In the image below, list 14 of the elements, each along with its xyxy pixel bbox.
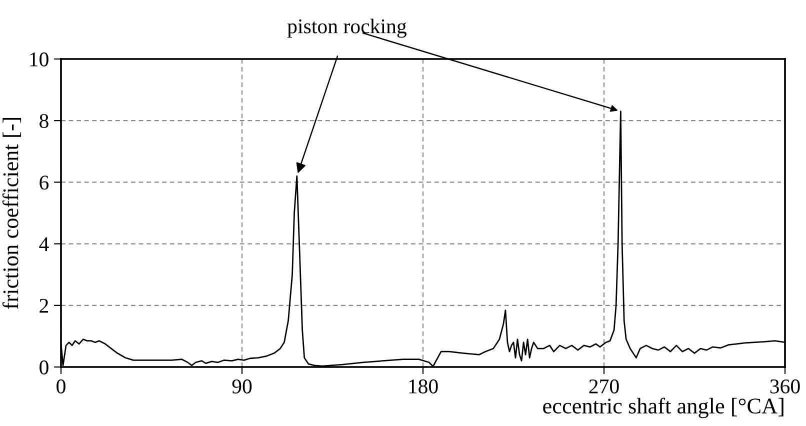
y-tick-label: 8 — [40, 114, 48, 128]
x-tick-label: 90 — [232, 379, 252, 394]
x-tick-label: 180 — [409, 379, 438, 394]
annotation: piston rocking — [287, 18, 406, 38]
x-axis-title: eccentric shaft angle [°CA] — [543, 398, 784, 418]
x-tick-label: 0 — [56, 379, 66, 394]
x-tick-label: 270 — [589, 379, 619, 394]
x-tick-label: 360 — [770, 379, 800, 394]
y-tick-label: 0 — [40, 360, 48, 374]
y-tick-label: 6 — [40, 176, 49, 190]
y-tick-label: 4 — [39, 237, 49, 252]
y-axis-title: friction coefficient [-] — [2, 118, 22, 309]
y-tick-label: 2 — [40, 298, 48, 313]
y-tick-label: 10 — [30, 52, 48, 66]
